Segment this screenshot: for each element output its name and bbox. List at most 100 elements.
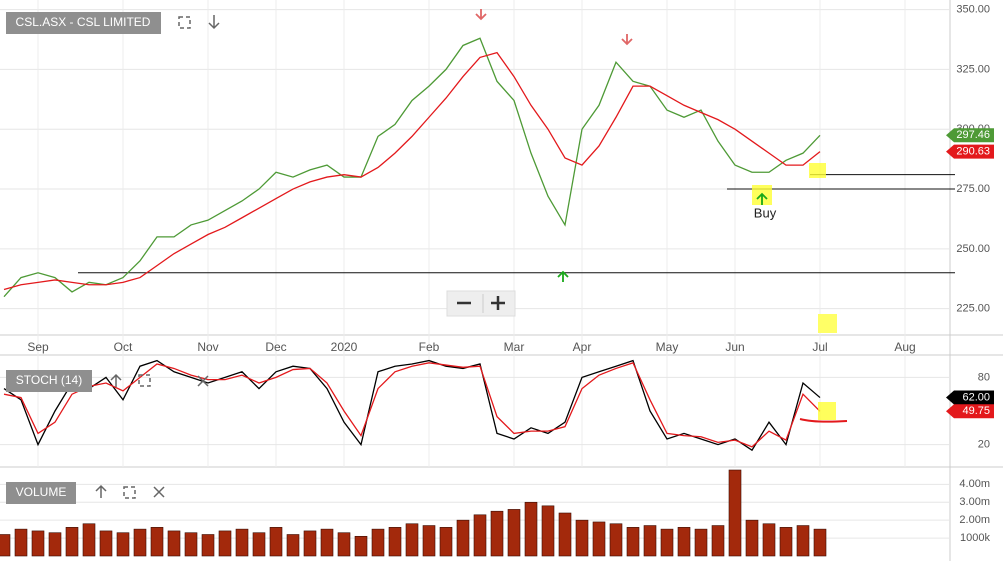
value-tag-label: 297.46 (956, 129, 990, 141)
value-tag (946, 404, 994, 419)
volume-bar (796, 525, 810, 557)
volume-bar (490, 510, 504, 557)
volume-bar (813, 528, 827, 557)
volume-bar (507, 509, 521, 557)
volume-bar (456, 519, 470, 557)
close-icon[interactable] (197, 375, 209, 387)
expand-icon[interactable] (138, 374, 151, 387)
volume-bar (626, 527, 640, 557)
volume-bar (660, 528, 674, 557)
move-up-icon[interactable] (110, 373, 122, 387)
highlight (818, 402, 836, 420)
x-tick-label: Jul (812, 340, 827, 354)
y-tick-label: 275.00 (956, 183, 990, 195)
volume-bar (337, 532, 351, 557)
move-up-icon[interactable] (95, 484, 107, 498)
x-tick-label: Apr (573, 340, 592, 354)
zoom-in-button[interactable] (491, 296, 505, 310)
expand-icon[interactable] (123, 486, 136, 499)
y-tick-label: 20 (978, 439, 990, 451)
volume-bar (762, 523, 776, 557)
volume-bar (116, 532, 130, 557)
drawn-line (799, 418, 848, 423)
x-tick-label: Dec (265, 340, 286, 354)
volume-bar (643, 525, 657, 557)
volume-bar (473, 514, 487, 557)
x-tick-label: Feb (419, 340, 440, 354)
x-tick-label: Mar (504, 340, 525, 354)
volume-bar (354, 535, 368, 557)
volume-bar (65, 527, 79, 557)
volume-bar (541, 505, 555, 557)
volume-bar (82, 523, 96, 557)
value-tag-label: 62.00 (962, 391, 990, 403)
volume-bar (575, 519, 589, 557)
volume-bar (558, 512, 572, 557)
volume-bar (422, 525, 436, 557)
volume-bar (524, 501, 538, 557)
volume-bar (592, 521, 606, 557)
value-tag-label: 290.63 (956, 146, 990, 158)
chart-title: CSL.ASX - CSL LIMITED (16, 15, 151, 29)
y-tick-label: 80 (978, 371, 990, 383)
volume-bar (711, 525, 725, 557)
up-arrow (557, 270, 569, 282)
expand-icon[interactable] (178, 16, 191, 29)
volume-bar (303, 530, 317, 557)
y-tick-label: 4.00m (959, 478, 990, 490)
x-tick-label: Oct (114, 340, 133, 354)
x-tick-label: Aug (894, 340, 915, 354)
panel-title: VOLUME (16, 485, 67, 499)
title-box (6, 12, 161, 34)
down-arrow (621, 34, 633, 46)
volume-bar (150, 527, 164, 557)
volume-bar (405, 523, 419, 557)
y-tick-label: 325.00 (956, 63, 990, 75)
y-tick-label: 3.00m (959, 496, 990, 508)
pencil-icon[interactable] (818, 314, 837, 333)
title-box (6, 370, 92, 392)
y-tick-label: 225.00 (956, 303, 990, 315)
annotation: Buy (754, 205, 777, 220)
volume-bar (201, 534, 215, 557)
volume-bar (694, 528, 708, 557)
volume-bar (286, 534, 300, 557)
x-tick-label: Sep (27, 340, 49, 354)
y-tick-label: 2.00m (959, 514, 990, 526)
series-line (3, 362, 821, 448)
volume-bar (252, 532, 266, 557)
volume-bar (0, 534, 11, 557)
volume-bar (745, 519, 759, 557)
series-line (3, 359, 821, 452)
down-arrow (475, 9, 487, 21)
value-tag (946, 144, 994, 159)
marks: Sep Oct Nov Dec 2020 Feb Mar Apr May Jun Jul Aug (0, 0, 955, 557)
volume-bar (184, 532, 198, 557)
highlight (809, 163, 826, 178)
volume-bar (14, 528, 28, 557)
x-tick-label: 2020 (331, 340, 358, 354)
volume-bar (320, 528, 334, 557)
buy-arrow (756, 192, 768, 205)
volume-bar (167, 530, 181, 557)
volume-bar (133, 528, 147, 557)
volume-bar (439, 527, 453, 557)
close-icon[interactable] (153, 486, 165, 498)
y-tick-label: 250.00 (956, 243, 990, 255)
move-down-icon[interactable] (208, 15, 220, 30)
volume-bar (388, 527, 402, 557)
volume-bar (728, 469, 742, 557)
value-tag (946, 390, 994, 405)
panel-title: STOCH (14) (16, 373, 82, 387)
volume-bar (235, 528, 249, 557)
volume-bar (779, 527, 793, 557)
x-tick-label: May (656, 340, 679, 354)
volume-bar (609, 523, 623, 557)
volume-bar (269, 527, 283, 557)
x-tick-label: Jun (725, 340, 744, 354)
series-line (3, 37, 821, 298)
volume-bar (371, 528, 385, 557)
volume-bar (99, 530, 113, 557)
